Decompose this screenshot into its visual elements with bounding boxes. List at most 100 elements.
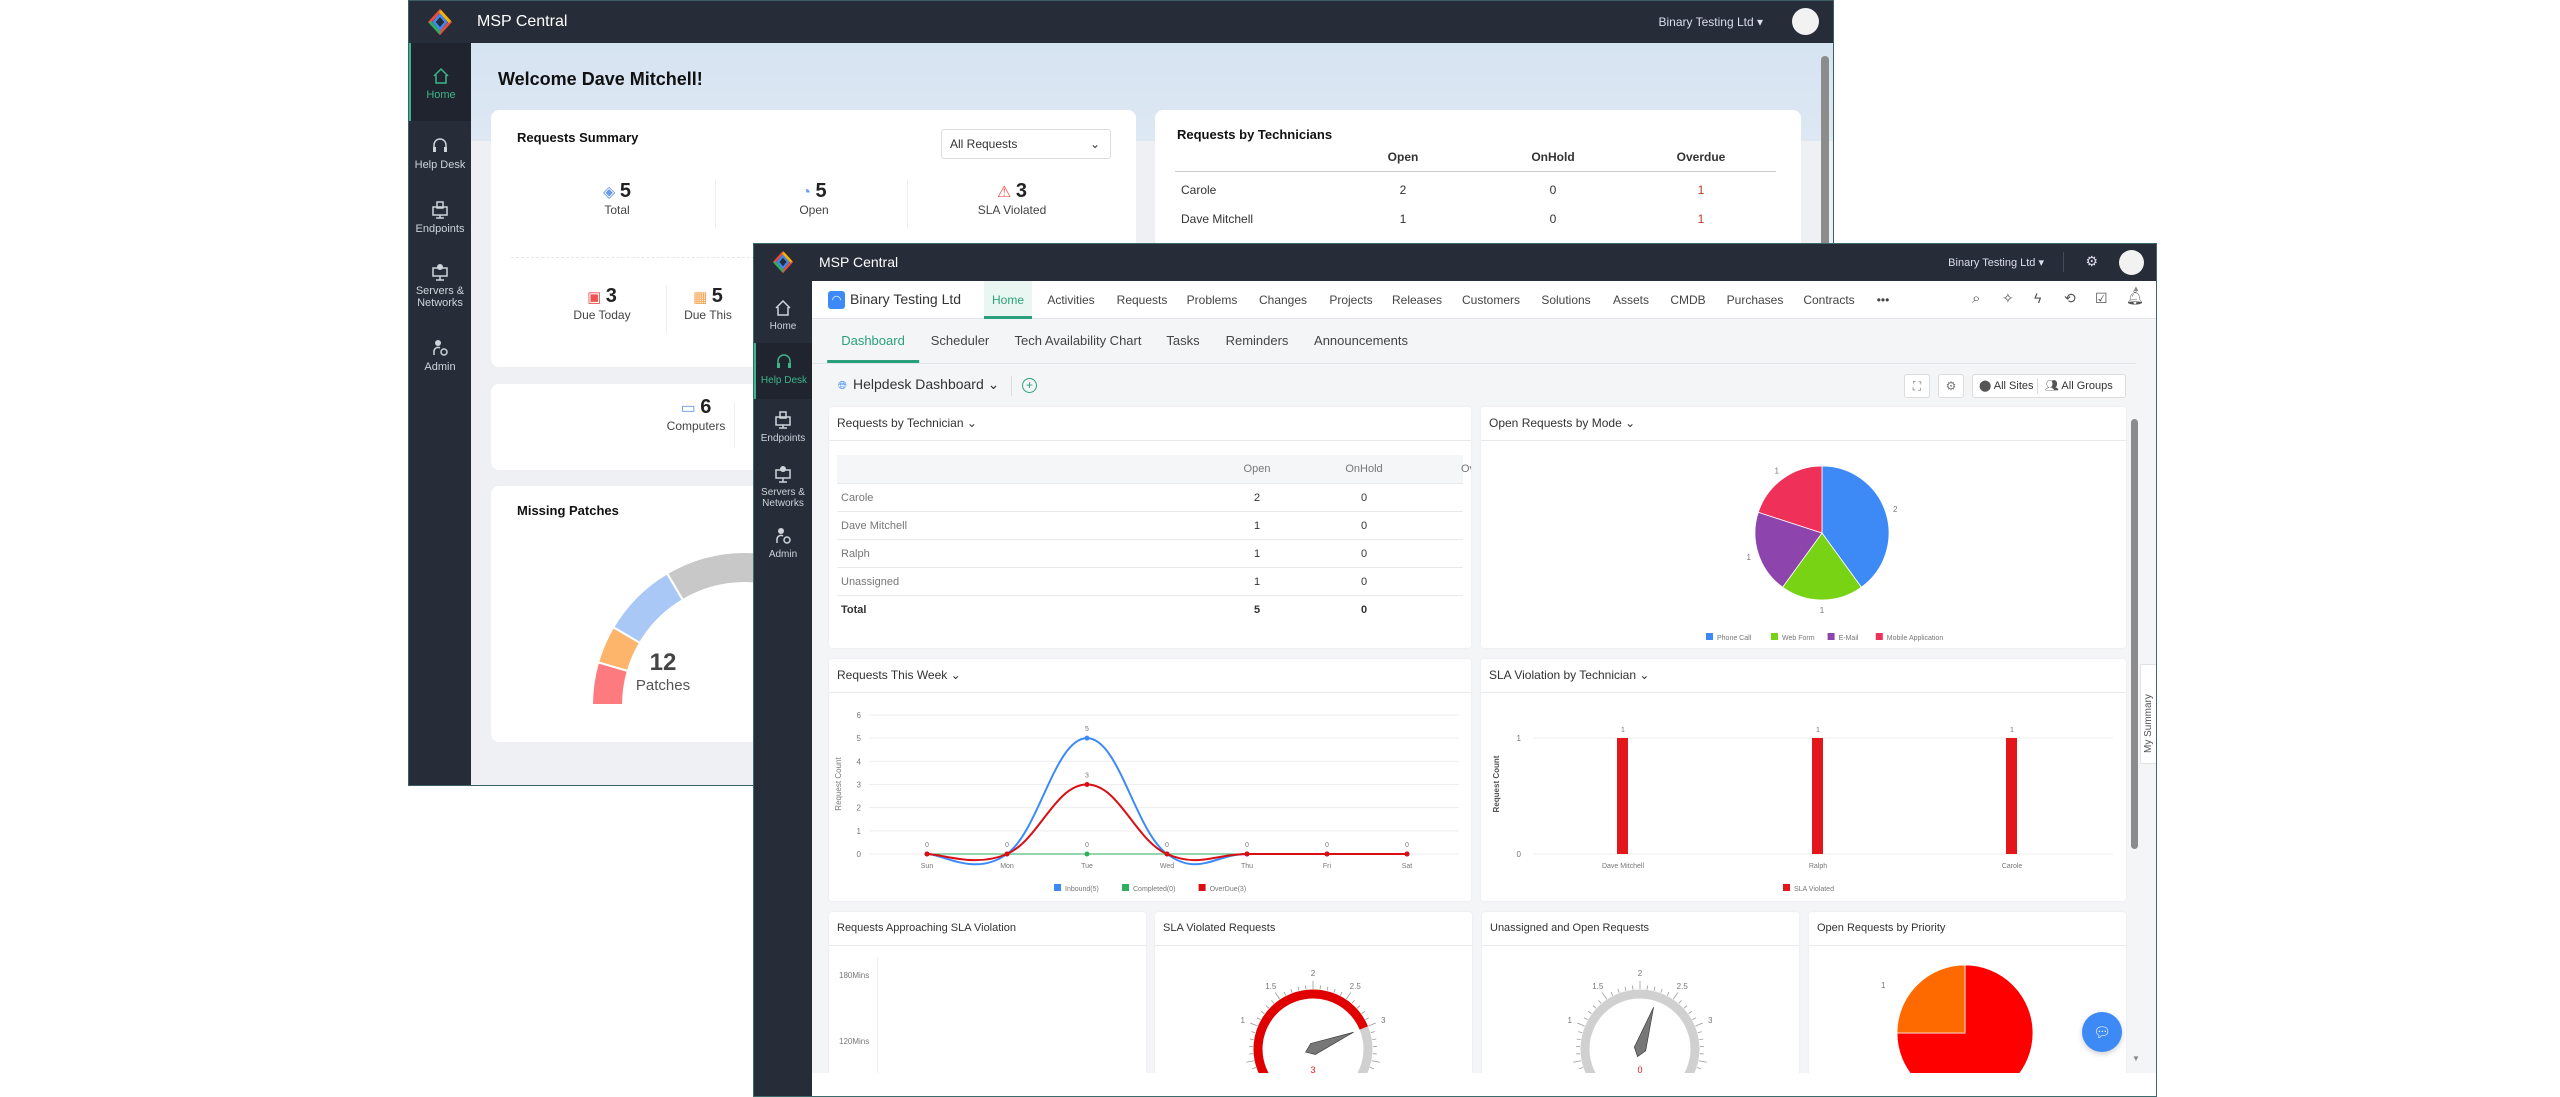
nav-tab-requests[interactable]: Requests (1116, 293, 1168, 307)
nav-tab-changes[interactable]: Changes (1258, 293, 1308, 307)
sidebar-item-endpoints[interactable]: Endpoints (409, 193, 471, 253)
nav-tab-customers[interactable]: Customers (1461, 293, 1521, 307)
data-label: 0 (1405, 842, 1409, 849)
cell-onhold: 0 (1549, 212, 1557, 226)
server-network-icon (432, 264, 448, 281)
scroll-up-icon[interactable]: ▲ (2132, 284, 2140, 293)
sites-filter[interactable]: ⬤ All Sites (1979, 375, 2034, 397)
table-total-row[interactable]: Total503 (837, 596, 1463, 624)
chat-bubble-icon[interactable]: 💬︎ (2082, 1012, 2122, 1052)
widget-title[interactable]: Unassigned and Open Requests (1490, 922, 1649, 934)
sidebar-item-servers-networks[interactable]: Servers & Networks (754, 459, 812, 519)
nav-tab-solutions[interactable]: Solutions (1541, 293, 1591, 307)
gauge-tick (1252, 1067, 1257, 1070)
subtab-scheduler[interactable]: Scheduler (930, 333, 990, 348)
scroll-down-icon[interactable]: ▼ (2132, 1054, 2140, 1063)
avatar[interactable] (2119, 250, 2144, 275)
history-icon[interactable]: ⟲ (2064, 290, 2076, 306)
bell-icon[interactable]: 🔔︎ (2126, 289, 2144, 305)
sidebar-item-home[interactable]: Home (409, 43, 471, 121)
add-dashboard-icon[interactable]: + (1022, 378, 1037, 393)
cell-onhold: 0 (1549, 183, 1557, 197)
nav-tab-releases[interactable]: Releases (1391, 293, 1443, 307)
widget-title[interactable]: SLA Violated Requests (1163, 922, 1276, 934)
sidebar-item-help-desk[interactable]: Help Desk (409, 129, 471, 189)
my-summary-tab[interactable]: My Summary (2140, 664, 2156, 764)
widget-title-text: Requests by Technician (837, 416, 964, 430)
fullscreen-icon[interactable]: ⛶ (1904, 374, 1930, 398)
nav-tab-home[interactable]: Home (983, 281, 1033, 319)
sidebar-item-servers-networks[interactable]: Servers & Networks (409, 255, 471, 327)
gauge-tick (1666, 991, 1670, 996)
search-icon[interactable]: ⌕ (1972, 290, 1981, 307)
nav-tab-cmdb[interactable]: CMDB (1670, 293, 1706, 307)
sidebar-label: Servers & Networks (761, 487, 805, 509)
dashboard-selector[interactable]: Helpdesk Dashboard ⌄ (853, 376, 1000, 392)
stat-open[interactable]: ◔ 5 Open (764, 180, 864, 217)
sidebar-item-endpoints[interactable]: Endpoints (754, 405, 812, 455)
sites-value: All Sites (1993, 380, 2034, 392)
divider (2037, 378, 2038, 394)
gauge-tick (1249, 1038, 1254, 1041)
nav-tab-assets[interactable]: Assets (1612, 293, 1650, 307)
sidebar-item-admin[interactable]: Admin (409, 331, 471, 391)
stat-total[interactable]: ◈ 5 Total (567, 180, 667, 217)
subtab-dashboard[interactable]: Dashboard (827, 319, 919, 363)
gauge-tick (1274, 992, 1280, 1000)
widget-title[interactable]: Requests Approaching SLA Violation (837, 922, 1016, 934)
scrollbar[interactable]: ▲ ▼ (2130, 284, 2140, 1074)
settings-gear-icon[interactable]: ⚙ (2085, 253, 2098, 269)
site-group-filter: ⬤ All Sites 👥︎ All Groups ⌄ (1972, 374, 2126, 414)
avatar[interactable] (1792, 8, 1819, 35)
gauge-tick (1683, 1005, 1688, 1009)
table-row[interactable]: Ralph101 (837, 540, 1463, 568)
widget-title-text: Requests This Week (837, 668, 948, 682)
gauge-tick-label: 1 (1241, 1016, 1246, 1025)
bar (1617, 738, 1628, 854)
account-switcher[interactable]: Binary Testing Ltd ▾ (1948, 257, 2044, 269)
subtab-reminders[interactable]: Reminders (1225, 333, 1289, 348)
x-tick-label: Dave Mitchell (1602, 863, 1644, 870)
account-switcher[interactable]: Binary Testing Ltd ▾ (1658, 15, 1763, 29)
stat-sla-violated[interactable]: ⚠ 3 SLA Violated (952, 180, 1072, 217)
subtab-tech-availability-chart[interactable]: Tech Availability Chart (1014, 333, 1142, 348)
nav-tab-contracts[interactable]: Contracts (1803, 293, 1855, 307)
widget-title[interactable]: Requests This Week ⌄ (837, 668, 961, 682)
nav-tab-more[interactable]: ••• (1876, 293, 1890, 307)
widget-title[interactable]: Open Requests by Mode ⌄ (1489, 416, 1636, 430)
nav-tab-problems[interactable]: Problems (1186, 293, 1238, 307)
nav-tab-activities[interactable]: Activities (1047, 293, 1095, 307)
sparkle-icon[interactable]: ✧ (2002, 290, 2014, 306)
subtab-tasks[interactable]: Tasks (1166, 333, 1200, 348)
nav-tab-projects[interactable]: Projects (1329, 293, 1373, 307)
card-title: Requests Summary (517, 130, 639, 145)
divider (2063, 252, 2064, 272)
sidebar-label: Admin (424, 361, 456, 373)
sidebar-item-help-desk[interactable]: Help Desk (754, 343, 812, 399)
widget-title[interactable]: SLA Violation by Technician ⌄ (1489, 668, 1650, 682)
widget-title[interactable]: Open Requests by Priority (1817, 922, 1946, 934)
requests-this-week-widget: Requests This Week ⌄ 0 1 2 3 4 5 6 Request Coun… (829, 659, 1471, 901)
stat-computers[interactable]: ▭ 6 Computers (641, 396, 751, 433)
cell-name: Ralph (841, 548, 870, 560)
sidebar-item-home[interactable]: Home (754, 281, 812, 343)
sla-violated-requests-widget: SLA Violated Requests 1 1.5 2 2.5 3 3 (1155, 912, 1472, 1082)
widget-title[interactable]: Requests by Technician ⌄ (837, 416, 977, 430)
table-row[interactable]: Unassigned100 (837, 568, 1463, 596)
settings-gear-icon[interactable]: ⚙ (1938, 374, 1964, 398)
nav-tab-purchases[interactable]: Purchases (1726, 293, 1784, 307)
scrollbar-thumb[interactable] (2131, 419, 2138, 849)
checklist-icon[interactable]: ☑ (2095, 290, 2108, 306)
sidebar-item-admin[interactable]: Admin (754, 523, 812, 573)
gauge-tick (1610, 991, 1614, 996)
stat-due-today[interactable]: ▣ 3 Due Today (552, 285, 652, 322)
request-filter-dropdown[interactable]: All Requests ⌄ (941, 129, 1111, 159)
lightning-icon[interactable]: ϟ (2034, 290, 2042, 306)
stat-due-this-week[interactable]: ▦ 5 Due This (676, 285, 740, 322)
sidebar-label: Home (426, 89, 456, 101)
subtab-announcements[interactable]: Announcements (1314, 333, 1408, 348)
